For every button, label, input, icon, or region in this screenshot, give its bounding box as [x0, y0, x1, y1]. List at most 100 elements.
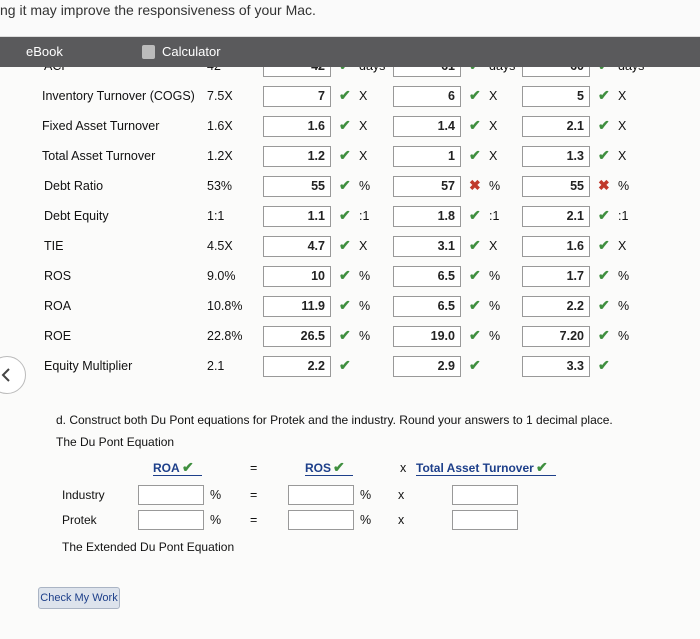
- percent: %: [210, 513, 222, 527]
- answer-box[interactable]: 4.7: [263, 236, 331, 257]
- unit: %: [359, 269, 371, 283]
- answer-box[interactable]: 3.3: [522, 356, 590, 377]
- unit: %: [489, 299, 501, 313]
- instruction: d. Construct both Du Pont equations for …: [56, 413, 613, 427]
- answer-box[interactable]: 2.9: [393, 356, 461, 377]
- check-mark: ✔: [598, 207, 610, 223]
- ratio-label: ROS: [44, 269, 72, 283]
- answer-box[interactable]: 26.5: [263, 326, 331, 347]
- input-box[interactable]: [452, 510, 518, 530]
- answer-box[interactable]: 2.2: [522, 296, 590, 317]
- check-mark: ✔: [469, 87, 481, 103]
- industry-value: 4.5X: [207, 239, 233, 253]
- answer-box[interactable]: 57: [393, 176, 461, 197]
- content: Check My Work ACP4242✔days61✔days60✔days…: [0, 67, 700, 639]
- check-mark: ✔: [598, 67, 610, 74]
- check-mark: ✔: [598, 147, 610, 163]
- x-mark: ✖: [598, 177, 610, 193]
- ratio-label: Debt Ratio: [44, 179, 104, 193]
- check-mark: ✔: [469, 237, 481, 253]
- check-mark: ✔: [469, 327, 481, 343]
- answer-box[interactable]: 55: [263, 176, 331, 197]
- times: x: [400, 461, 407, 475]
- ratio-label: Total Asset Turnover: [42, 149, 156, 163]
- unit: X: [618, 149, 627, 163]
- answer-box[interactable]: 1.3: [522, 146, 590, 167]
- answer-box[interactable]: 2.1: [522, 206, 590, 227]
- unit: %: [359, 299, 371, 313]
- column-header: ROA: [153, 461, 202, 476]
- unit: %: [618, 329, 630, 343]
- unit: X: [359, 239, 368, 253]
- input-box[interactable]: [138, 510, 204, 530]
- calculator-icon: [142, 45, 155, 59]
- answer-box[interactable]: 1.7: [522, 266, 590, 287]
- equals: =: [250, 461, 258, 475]
- row-label: Industry: [62, 488, 105, 502]
- column-header: Total Asset Turnover: [416, 461, 556, 476]
- input-box[interactable]: [138, 485, 204, 505]
- tab[interactable]: eBook: [26, 44, 63, 59]
- answer-box[interactable]: 1.6: [522, 236, 590, 257]
- ratio-label: ACP: [44, 67, 70, 73]
- input-box[interactable]: [452, 485, 518, 505]
- answer-box[interactable]: 6.5: [393, 296, 461, 317]
- answer-box[interactable]: 1.1: [263, 206, 331, 227]
- unit: X: [359, 119, 368, 133]
- unit: X: [359, 89, 368, 103]
- check-mark: ✔: [339, 357, 351, 373]
- check-mark: ✔: [469, 207, 481, 223]
- unit: %: [489, 269, 501, 283]
- check-my-work-button[interactable]: Check My Work: [38, 587, 120, 609]
- check-mark: ✔: [469, 67, 481, 74]
- unit: %: [359, 329, 371, 343]
- ratio-label: Equity Multiplier: [44, 359, 133, 373]
- answer-box[interactable]: 2.2: [263, 356, 331, 377]
- check-mark: ✔: [339, 117, 351, 133]
- answer-box[interactable]: 6.5: [393, 266, 461, 287]
- answer-box[interactable]: 2.1: [522, 116, 590, 137]
- answer-box[interactable]: 42: [263, 67, 331, 77]
- check-mark: ✔: [469, 357, 481, 373]
- answer-box[interactable]: 5: [522, 86, 590, 107]
- answer-box[interactable]: 60: [522, 67, 590, 77]
- check-mark: ✔: [598, 117, 610, 133]
- answer-box[interactable]: 1.4: [393, 116, 461, 137]
- back-button[interactable]: [0, 356, 26, 394]
- heading: The Du Pont Equation: [56, 435, 175, 449]
- answer-box[interactable]: 7.20: [522, 326, 590, 347]
- input-box[interactable]: [288, 485, 354, 505]
- unit: days: [618, 67, 644, 73]
- answer-box[interactable]: 55: [522, 176, 590, 197]
- check-mark: ✔: [469, 267, 481, 283]
- industry-value: 53%: [207, 179, 233, 193]
- answer-box[interactable]: 6: [393, 86, 461, 107]
- check-mark: ✔: [598, 87, 610, 103]
- check-mark: ✔: [598, 297, 610, 313]
- industry-value: 7.5X: [207, 89, 233, 103]
- answer-box[interactable]: 11.9: [263, 296, 331, 317]
- x-mark: ✖: [469, 177, 481, 193]
- check-mark: ✔: [339, 207, 351, 223]
- tab[interactable]: Calculator: [162, 44, 221, 59]
- check-mark: ✔: [536, 459, 548, 475]
- answer-box[interactable]: 1.8: [393, 206, 461, 227]
- ratio-label: Inventory Turnover (COGS): [42, 89, 195, 103]
- industry-value: 1:1: [207, 209, 225, 223]
- unit: X: [489, 119, 498, 133]
- times: x: [398, 513, 405, 527]
- row-label: Protek: [62, 513, 97, 527]
- answer-box[interactable]: 1.2: [263, 146, 331, 167]
- percent: %: [360, 488, 372, 502]
- answer-box[interactable]: 19.0: [393, 326, 461, 347]
- unit: X: [618, 119, 627, 133]
- answer-box[interactable]: 1.6: [263, 116, 331, 137]
- answer-box[interactable]: 3.1: [393, 236, 461, 257]
- input-box[interactable]: [288, 510, 354, 530]
- answer-box[interactable]: 7: [263, 86, 331, 107]
- answer-box[interactable]: 1: [393, 146, 461, 167]
- check-mark: ✔: [339, 267, 351, 283]
- industry-value: 1.6X: [207, 119, 233, 133]
- answer-box[interactable]: 10: [263, 266, 331, 287]
- answer-box[interactable]: 61: [393, 67, 461, 77]
